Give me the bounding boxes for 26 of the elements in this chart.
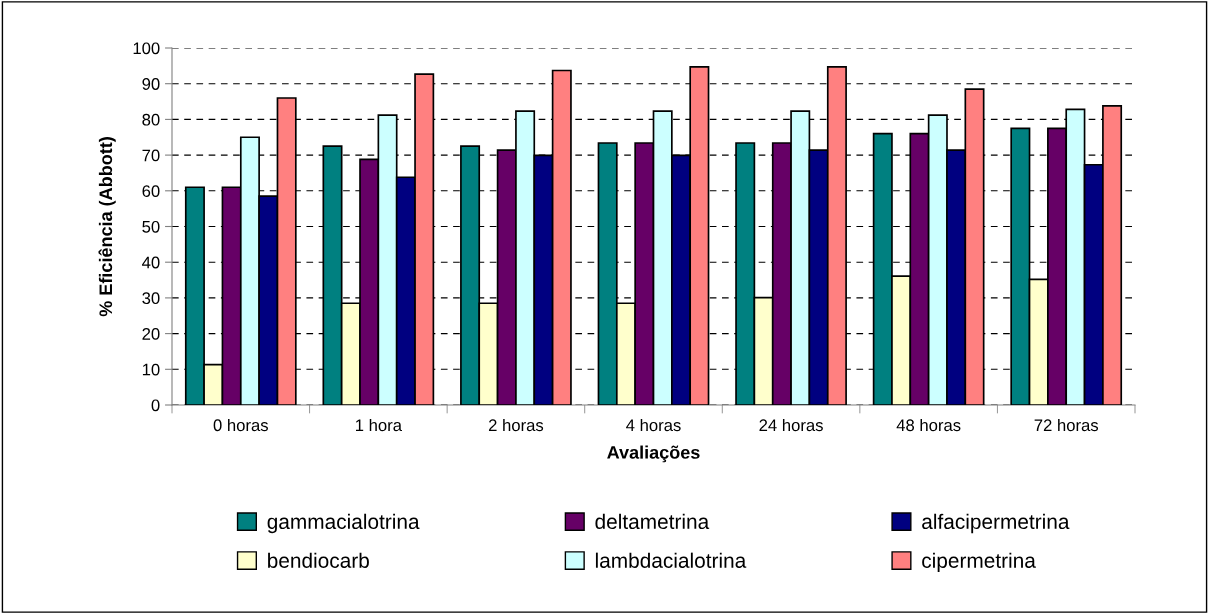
legend-label: bendiocarb xyxy=(268,552,369,568)
x-tick-label: 24 horas xyxy=(759,418,823,432)
y-tick-label: 20 xyxy=(142,328,160,340)
legend-label: alfacipermetrina xyxy=(922,513,1070,534)
x-tick-label: 48 horas xyxy=(896,418,961,432)
legend-label: deltametrina xyxy=(595,513,710,530)
x-tick-label: 1 hora xyxy=(356,418,402,432)
y-tick-label: 10 xyxy=(142,363,160,376)
x-tick-label: 72 horas xyxy=(1034,418,1099,432)
y-tick-label: 100 xyxy=(133,42,160,55)
y-tick-label: 50 xyxy=(142,220,160,233)
legend-label: gammacialotrina xyxy=(267,513,420,534)
x-tick-label: 0 horas xyxy=(213,418,268,432)
y-tick-label: 80 xyxy=(142,113,160,126)
x-axis-title: Avaliações xyxy=(607,445,700,463)
y-tick-label: 0 xyxy=(151,399,160,412)
y-tick-label: 30 xyxy=(142,292,160,305)
y-tick-label: 40 xyxy=(142,256,160,269)
y-axis-title: % Eficiência (Abbott) xyxy=(98,137,116,317)
legend-label: cipermetrina xyxy=(922,552,1036,573)
x-tick-label: 2 horas xyxy=(488,418,544,432)
legend-label: lambdacialotrina xyxy=(595,552,747,568)
y-tick-label: 90 xyxy=(142,78,160,90)
y-tick-label: 60 xyxy=(142,185,160,197)
y-tick-label: 70 xyxy=(142,149,160,162)
x-tick-label: 4 horas xyxy=(626,418,681,432)
